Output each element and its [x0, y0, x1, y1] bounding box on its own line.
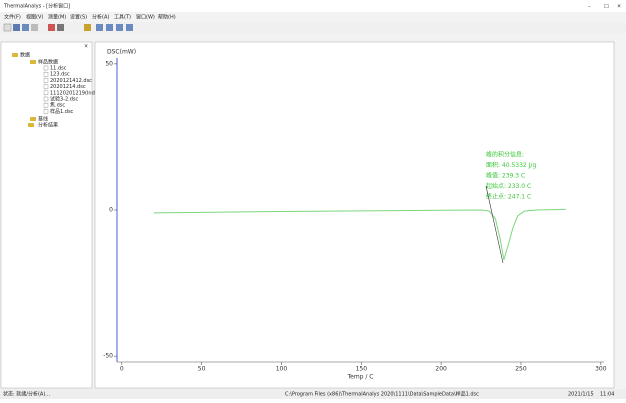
tree-file[interactable]: 11120201219(Ind).dsc	[50, 90, 107, 96]
menu-item[interactable]: 窗口(W)	[136, 14, 155, 21]
tree-file[interactable]: 焦.dsc	[50, 102, 65, 109]
dsc-curve	[153, 208, 566, 260]
peak-annotation: 峰值: 239.3 C	[486, 172, 525, 180]
tree-file[interactable]: 2020121412.dsc	[50, 78, 92, 84]
tool-button[interactable]	[126, 24, 133, 31]
tool-button[interactable]	[48, 24, 55, 31]
tree-file[interactable]: 样品1.dsc	[50, 108, 74, 115]
x-tick-label: 250	[515, 366, 527, 373]
toolbar-buttons	[3, 23, 133, 32]
x-tick-label: 0	[120, 366, 124, 373]
status-time: 11:04	[600, 392, 614, 398]
tree-root: 数据	[20, 52, 30, 59]
menu-item[interactable]: 设置(S)	[70, 14, 87, 21]
panel-close[interactable]: ×	[84, 44, 88, 50]
folder-icon	[12, 53, 18, 57]
status-date: 2021/1/15	[568, 392, 594, 398]
x-tick-label: 50	[198, 366, 206, 373]
menu-item[interactable]: 测量(M)	[48, 14, 66, 21]
menu-item[interactable]: 分析(A)	[92, 14, 109, 21]
tree-node: 基线	[38, 116, 48, 123]
chart-panel	[94, 41, 615, 389]
close[interactable]: ×	[617, 4, 621, 10]
tree-file[interactable]: 试验3-2.dsc	[50, 96, 79, 103]
tree-file[interactable]: 123.dsc	[50, 72, 70, 78]
status-bar	[0, 389, 626, 399]
title-bar	[0, 0, 626, 12]
maximize[interactable]: □	[604, 4, 609, 10]
tree-file[interactable]: 20201214.dsc	[50, 84, 86, 90]
y-tick-label: -50	[103, 353, 113, 360]
x-axis-label: Temp / C	[346, 374, 373, 381]
file-icon	[43, 78, 49, 83]
tool-button[interactable]	[3, 23, 12, 32]
file-icon	[43, 84, 49, 89]
toolbar	[0, 22, 626, 34]
peak-annotation: 起始点: 233.0 C	[486, 182, 531, 190]
tool-button[interactable]	[31, 24, 38, 31]
tangent-line	[485, 185, 504, 264]
tool-button[interactable]	[22, 24, 29, 31]
tool-button[interactable]	[116, 24, 123, 31]
peak-annotation: 终止点: 247.1 C	[486, 193, 531, 201]
menu-item[interactable]: 帮助(H)	[158, 14, 176, 21]
minimize[interactable]: –	[588, 4, 591, 10]
y-axis-label: DSC(mW)	[107, 49, 136, 56]
menu-item[interactable]: 工具(T)	[114, 15, 131, 21]
folder-icon	[30, 117, 36, 121]
menu-item[interactable]: 文件(F)	[4, 14, 21, 21]
tool-button[interactable]	[13, 24, 20, 31]
tool-button[interactable]	[57, 24, 64, 31]
window-title: ThermalAnalys - [分析窗口]	[3, 3, 70, 10]
status-path: C:\Program Files (x86)\ThermalAnalys 202…	[285, 391, 479, 398]
x-tick-label: 200	[435, 366, 447, 373]
tree-group: 样品数据	[38, 59, 58, 66]
file-icon	[43, 71, 49, 77]
folder-icon	[28, 123, 34, 127]
tool-button[interactable]	[96, 24, 103, 31]
y-tick-label: 0	[109, 207, 113, 214]
y-tick-label: 50	[105, 60, 113, 67]
file-icon	[43, 109, 49, 114]
menu-item[interactable]: 视图(V)	[26, 14, 43, 21]
status-text: 状态: 就绪/分析(A)...	[3, 391, 50, 398]
tree-file[interactable]: 11.dsc	[50, 66, 67, 72]
file-icon	[43, 102, 49, 108]
tool-button[interactable]	[84, 24, 91, 31]
x-tick-label: 100	[276, 366, 288, 373]
tree-node: 分析结果	[38, 122, 58, 129]
tool-button[interactable]	[106, 24, 113, 31]
peak-annotation: 峰的积分信息:	[486, 151, 524, 159]
peak-annotation: 面积: 40.5332 J/g	[486, 161, 536, 169]
x-tick-label: 300	[595, 366, 607, 373]
x-tick-label: 150	[356, 366, 368, 373]
folder-icon	[30, 60, 36, 64]
file-icon	[43, 90, 49, 96]
file-icon	[43, 96, 49, 102]
file-icon	[43, 65, 49, 71]
